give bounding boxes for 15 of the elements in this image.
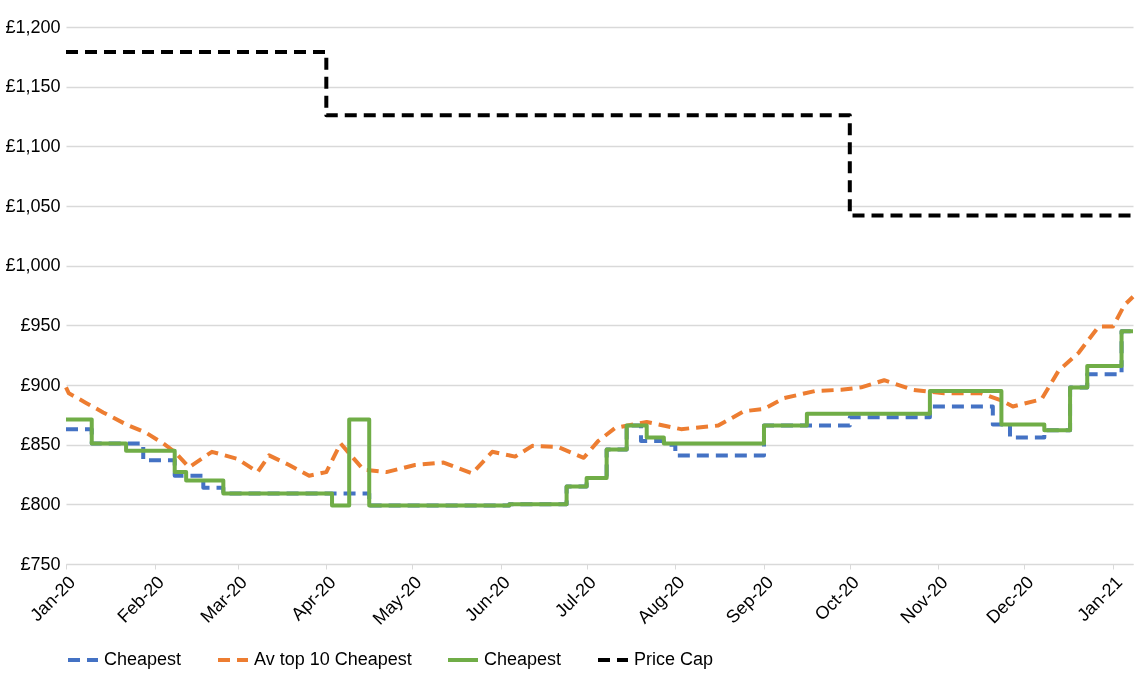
y-tick-label: £1,200: [5, 16, 61, 37]
legend-label: Cheapest: [104, 649, 182, 669]
y-tick-label: £900: [20, 374, 61, 395]
y-tick-label: £1,100: [5, 135, 61, 156]
legend-label: Av top 10 Cheapest: [254, 649, 412, 669]
line-series: [64, 294, 1135, 478]
legend-label: Price Cap: [634, 649, 714, 669]
y-tick-label: £1,150: [5, 76, 61, 97]
y-tick-label: £850: [20, 434, 61, 455]
legend-label: Cheapest: [484, 649, 562, 669]
y-tick-label: £1,050: [5, 195, 61, 216]
y-tick-label: £950: [20, 314, 61, 335]
y-tick-label: £1,000: [5, 255, 61, 276]
y-tick-label: £800: [20, 493, 61, 514]
y-tick-label: £750: [20, 553, 61, 574]
